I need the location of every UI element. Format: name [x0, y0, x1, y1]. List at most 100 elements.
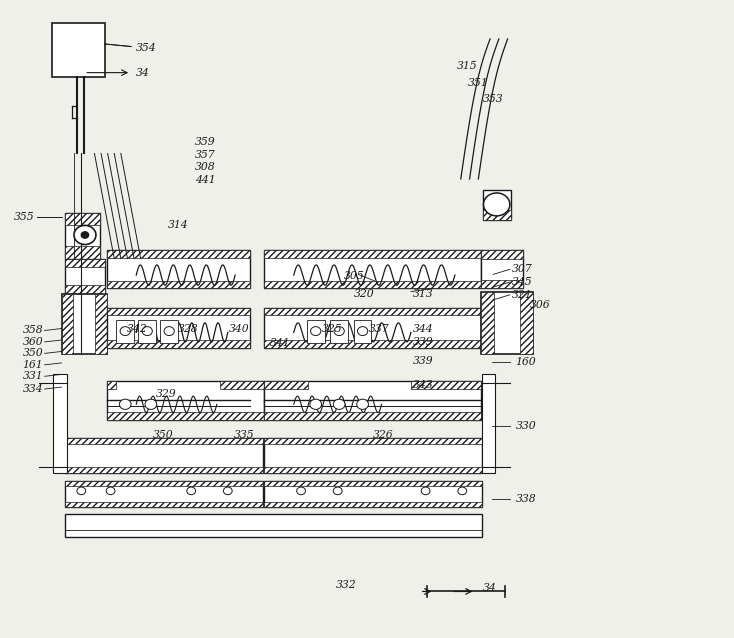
Bar [264, 308, 481, 348]
Text: 344: 344 [413, 324, 433, 334]
Text: 338: 338 [516, 494, 537, 503]
Text: 320: 320 [354, 288, 374, 299]
Text: 321: 321 [512, 290, 533, 300]
Circle shape [81, 232, 89, 238]
Bar [107, 340, 250, 348]
Text: 350: 350 [153, 430, 174, 440]
Circle shape [74, 225, 96, 244]
Bar [107, 250, 250, 288]
Bar [161, 320, 178, 343]
Bar [264, 340, 481, 348]
Text: 358: 358 [23, 325, 43, 336]
Text: 315: 315 [457, 61, 477, 71]
Bar [520, 292, 534, 354]
Circle shape [106, 487, 115, 494]
Text: 305: 305 [344, 271, 364, 281]
Text: 345: 345 [512, 277, 533, 287]
Bar [107, 382, 116, 389]
Text: 357: 357 [195, 150, 216, 160]
Text: 325: 325 [321, 324, 342, 334]
Bar [264, 308, 481, 315]
Bar [65, 246, 101, 258]
Bar [65, 481, 263, 507]
Circle shape [120, 327, 131, 336]
Bar [481, 292, 534, 354]
Bar [65, 258, 106, 293]
Bar [307, 320, 324, 343]
Text: 34: 34 [483, 583, 496, 593]
Text: 329: 329 [156, 389, 177, 399]
Bar [264, 281, 481, 288]
Bar [65, 481, 263, 486]
Bar [354, 320, 371, 343]
Text: 360: 360 [23, 337, 43, 347]
Bar [264, 481, 482, 486]
Bar [264, 382, 481, 420]
Text: 337: 337 [368, 324, 389, 334]
Text: 353: 353 [483, 94, 504, 105]
Bar [65, 466, 263, 473]
Bar [65, 212, 101, 225]
Text: 334: 334 [23, 384, 43, 394]
Text: 343: 343 [413, 380, 433, 390]
Text: 359: 359 [195, 137, 216, 147]
Text: 307: 307 [512, 264, 533, 274]
Text: 350: 350 [23, 348, 43, 359]
Bar [483, 210, 511, 220]
Bar [264, 501, 482, 507]
Circle shape [458, 487, 467, 494]
Circle shape [357, 327, 368, 336]
Bar [62, 293, 107, 354]
Bar [264, 382, 308, 389]
Bar [264, 438, 482, 445]
Bar [481, 279, 523, 288]
Circle shape [145, 399, 157, 410]
Bar [264, 250, 481, 258]
Text: 342: 342 [127, 324, 148, 334]
Bar [52, 23, 105, 77]
Circle shape [223, 487, 232, 494]
Text: 160: 160 [516, 357, 537, 367]
Bar [65, 514, 482, 537]
Bar [264, 438, 482, 473]
Text: 340: 340 [229, 324, 250, 334]
Circle shape [357, 399, 368, 410]
Text: 332: 332 [336, 580, 357, 590]
Text: 314: 314 [168, 219, 189, 230]
Bar [264, 250, 481, 288]
Bar [264, 412, 481, 420]
Bar [95, 293, 107, 354]
Circle shape [333, 399, 345, 410]
Circle shape [484, 193, 510, 216]
Bar [107, 281, 250, 288]
Text: 34: 34 [137, 68, 150, 78]
Bar [117, 320, 134, 343]
Text: 161: 161 [23, 360, 43, 370]
Circle shape [333, 487, 342, 494]
Bar [483, 189, 511, 220]
Bar [481, 292, 494, 354]
Bar [107, 382, 264, 420]
Bar [482, 375, 495, 473]
Bar [330, 320, 348, 343]
Text: 341: 341 [270, 338, 291, 348]
Circle shape [164, 327, 174, 336]
Circle shape [334, 327, 344, 336]
Bar [54, 375, 67, 473]
Circle shape [77, 487, 86, 494]
Text: 339: 339 [413, 356, 433, 366]
Circle shape [142, 327, 153, 336]
Text: 331: 331 [23, 371, 43, 382]
Bar [481, 250, 523, 288]
Text: 355: 355 [14, 212, 34, 222]
Bar [411, 382, 481, 389]
Text: 354: 354 [137, 43, 157, 54]
Bar [264, 481, 482, 507]
Bar [65, 438, 263, 445]
Text: 339: 339 [413, 337, 433, 347]
Text: 441: 441 [195, 175, 216, 185]
Bar [65, 258, 106, 267]
Text: 328: 328 [178, 324, 199, 334]
Bar [107, 412, 264, 420]
Circle shape [120, 399, 131, 410]
